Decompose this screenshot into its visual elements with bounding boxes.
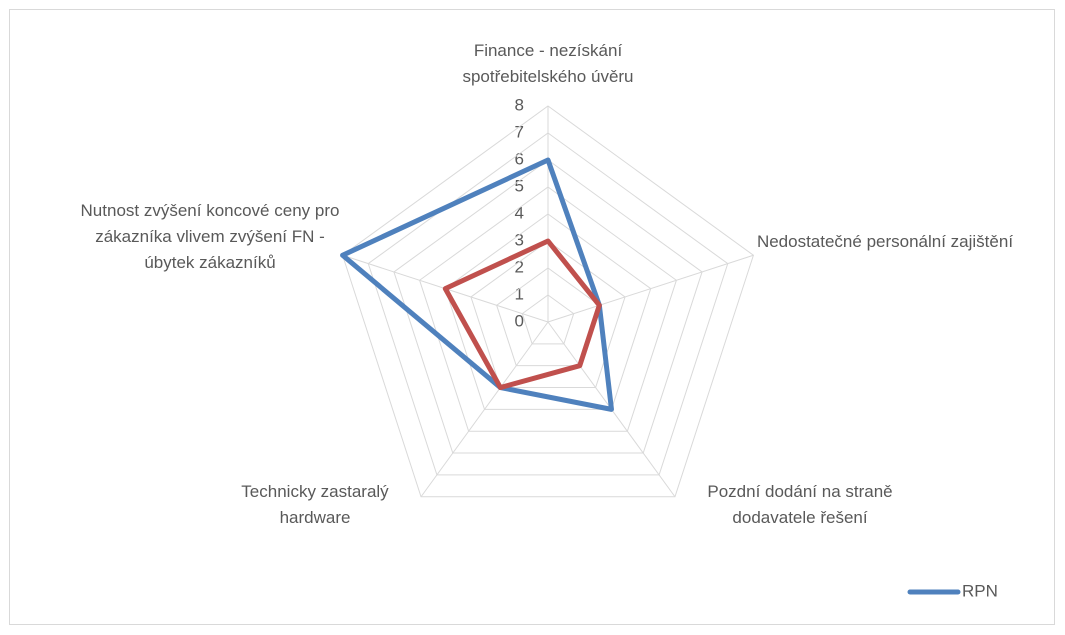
grid-ring <box>393 159 703 454</box>
r-tick-label: 3 <box>515 230 524 249</box>
legend-label: RPN <box>962 581 998 600</box>
r-tick-label: 2 <box>515 257 524 276</box>
category-label: Nutnost zvýšení koncové ceny pro zákazní… <box>80 201 340 272</box>
grid-ring <box>341 105 755 498</box>
r-tick-label: 7 <box>515 122 524 141</box>
grid-ring <box>419 186 677 432</box>
series-line <box>442 238 602 391</box>
category-label: Nedostatečné personální zajištění <box>756 232 1014 251</box>
chart-frame <box>9 9 1055 625</box>
grid-ring <box>496 267 600 367</box>
spoke <box>547 254 754 323</box>
category-label: Finance - nezískání spotřebitelského úvě… <box>462 41 634 86</box>
r-tick-label: 0 <box>515 311 524 330</box>
spoke <box>420 321 549 498</box>
r-tick-label: 5 <box>515 176 524 195</box>
grid-ring <box>521 294 575 345</box>
series-line <box>340 157 614 412</box>
r-tick-label: 6 <box>515 149 524 168</box>
category-label: Pozdní dodání na straně dodavatele řešen… <box>707 482 893 527</box>
r-tick-label: 1 <box>515 284 524 303</box>
grid-ring <box>367 132 729 476</box>
grid-ring <box>444 213 652 410</box>
category-label: Technicky zastaralý hardware <box>241 482 389 527</box>
r-tick-label: 8 <box>515 95 524 114</box>
r-tick-label: 4 <box>515 203 524 222</box>
grid-ring <box>470 240 626 389</box>
